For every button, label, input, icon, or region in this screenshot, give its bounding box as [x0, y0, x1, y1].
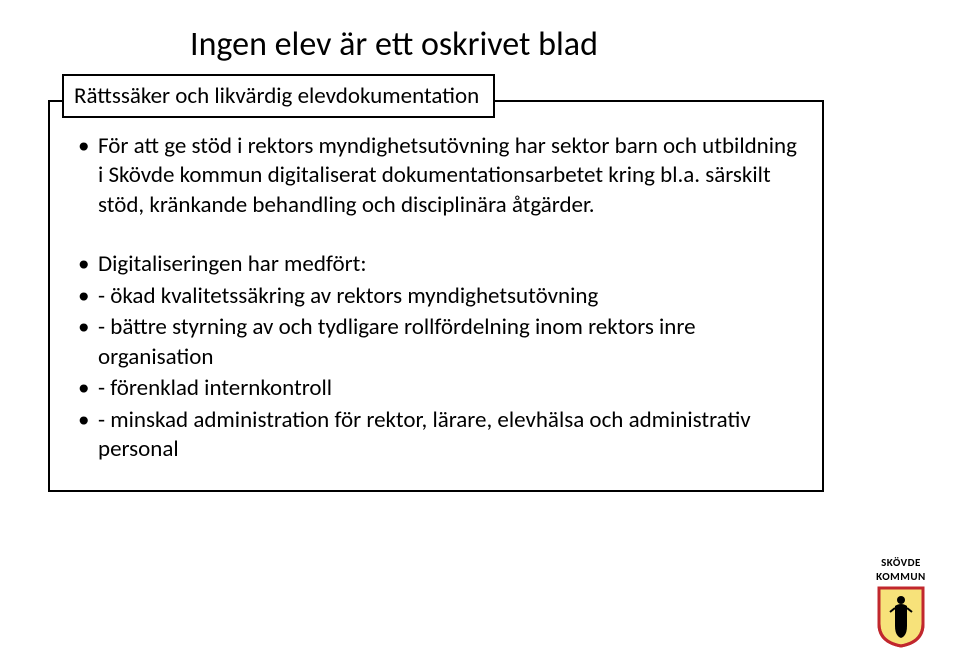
shield-icon — [875, 586, 927, 648]
bullet-list-1: För att ge stöd i rektors myndighetsutöv… — [74, 132, 798, 220]
content-box: För att ge stöd i rektors myndighetsutöv… — [48, 100, 824, 492]
slide: Ingen elev är ett oskrivet blad Rättssäk… — [0, 0, 960, 666]
list-item: För att ge stöd i rektors myndighetsutöv… — [74, 132, 798, 220]
slide-title: Ingen elev är ett oskrivet blad — [190, 24, 598, 65]
logo-text-line1: SKÖVDE — [862, 557, 940, 569]
list-item: - bättre styrning av och tydligare rollf… — [74, 313, 798, 372]
list-item: - förenklad internkontroll — [74, 374, 798, 403]
list-item: Digitaliseringen har medfört: — [74, 250, 798, 279]
logo-text-line2: KOMMUN — [862, 571, 940, 583]
bullet-list-2: Digitaliseringen har medfört: - ökad kva… — [74, 250, 798, 464]
logo: SKÖVDE KOMMUN — [862, 557, 940, 648]
list-item: - minskad administration för rektor, lär… — [74, 406, 798, 465]
list-item: - ökad kvalitetssäkring av rektors myndi… — [74, 282, 798, 311]
subtitle-box: Rättssäker och likvärdig elevdokumentati… — [62, 74, 495, 118]
spacer — [74, 222, 798, 250]
